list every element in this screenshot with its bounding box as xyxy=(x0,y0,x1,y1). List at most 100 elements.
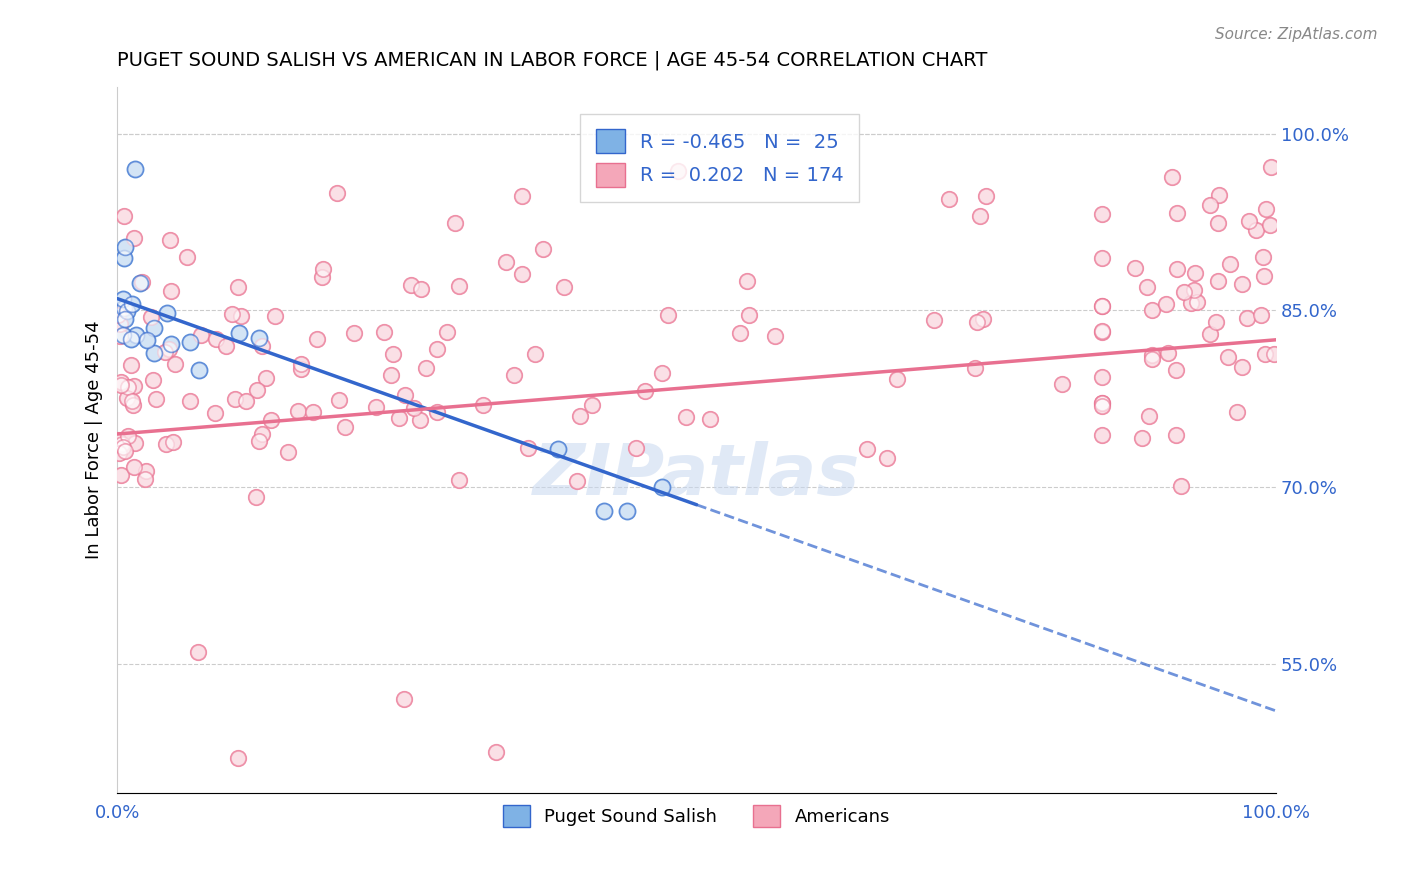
Point xyxy=(666,164,689,178)
Point xyxy=(110,318,132,332)
Point xyxy=(250,339,273,353)
Point xyxy=(1132,431,1154,445)
Point xyxy=(963,361,986,376)
Point xyxy=(131,275,153,289)
Point xyxy=(569,409,592,423)
Point xyxy=(190,328,212,343)
Point xyxy=(1123,260,1146,275)
Point xyxy=(1254,347,1277,361)
Point xyxy=(886,371,908,385)
Point xyxy=(1091,324,1114,338)
Point xyxy=(343,326,366,340)
Point xyxy=(187,362,209,376)
Point xyxy=(254,371,277,385)
Point xyxy=(1123,260,1146,275)
Point xyxy=(373,326,395,340)
Point xyxy=(112,209,135,223)
Point xyxy=(1164,428,1187,442)
Point xyxy=(287,404,309,418)
Point xyxy=(134,472,156,486)
Point xyxy=(1166,262,1188,277)
Point xyxy=(426,405,449,419)
Point xyxy=(651,366,673,380)
Point xyxy=(107,308,129,322)
Point xyxy=(153,345,176,359)
Point xyxy=(115,391,138,405)
Point xyxy=(121,398,143,412)
Point xyxy=(502,368,524,382)
Point xyxy=(1254,347,1277,361)
Point xyxy=(1206,274,1229,288)
Point xyxy=(510,188,533,202)
Point xyxy=(143,346,166,360)
Point xyxy=(226,280,249,294)
Point xyxy=(235,394,257,409)
Point xyxy=(436,326,458,340)
Point xyxy=(121,297,143,311)
Point xyxy=(108,329,131,343)
Point xyxy=(134,472,156,486)
Point xyxy=(111,437,134,451)
Point xyxy=(114,443,136,458)
Point xyxy=(1091,396,1114,410)
Point xyxy=(311,269,333,284)
Point xyxy=(343,326,366,340)
Point xyxy=(124,230,146,244)
Point xyxy=(111,327,134,342)
Point xyxy=(1205,314,1227,328)
Point xyxy=(523,347,546,361)
Point xyxy=(221,307,243,321)
Point xyxy=(626,442,648,456)
Point xyxy=(131,275,153,289)
Point xyxy=(107,446,129,460)
Point xyxy=(110,318,132,332)
Point xyxy=(1140,303,1163,318)
Point xyxy=(426,343,449,357)
Point xyxy=(226,751,249,765)
Point xyxy=(260,413,283,427)
Point xyxy=(1198,198,1220,212)
Point xyxy=(364,401,387,415)
Point xyxy=(966,315,988,329)
Point xyxy=(1140,351,1163,366)
Point xyxy=(408,412,430,426)
Point xyxy=(1091,299,1114,313)
Point xyxy=(333,419,356,434)
Point xyxy=(402,401,425,415)
Point xyxy=(426,405,449,419)
Point xyxy=(443,216,465,230)
Point xyxy=(333,419,356,434)
Point xyxy=(1173,285,1195,299)
Point xyxy=(1216,350,1239,364)
Point xyxy=(392,692,415,706)
Point xyxy=(1199,327,1222,342)
Point xyxy=(1232,359,1254,374)
Point xyxy=(699,412,721,426)
Point xyxy=(107,433,129,447)
Point xyxy=(738,309,761,323)
Point xyxy=(626,442,648,456)
Point xyxy=(107,308,129,322)
Point xyxy=(124,161,146,176)
Point xyxy=(143,321,166,335)
Point xyxy=(122,460,145,475)
Point xyxy=(1091,299,1114,313)
Point xyxy=(226,751,249,765)
Point xyxy=(651,479,673,493)
Point xyxy=(1232,359,1254,374)
Point xyxy=(856,442,879,457)
Point xyxy=(114,443,136,458)
Point xyxy=(392,692,415,706)
Point xyxy=(966,315,988,329)
Point xyxy=(112,251,135,265)
Point xyxy=(666,164,689,178)
Point xyxy=(1185,294,1208,309)
Point xyxy=(1091,324,1114,338)
Point xyxy=(110,378,132,392)
Point xyxy=(411,282,433,296)
Point xyxy=(1182,283,1205,297)
Point xyxy=(517,441,540,455)
Point xyxy=(616,503,638,517)
Point xyxy=(124,230,146,244)
Point xyxy=(111,327,134,342)
